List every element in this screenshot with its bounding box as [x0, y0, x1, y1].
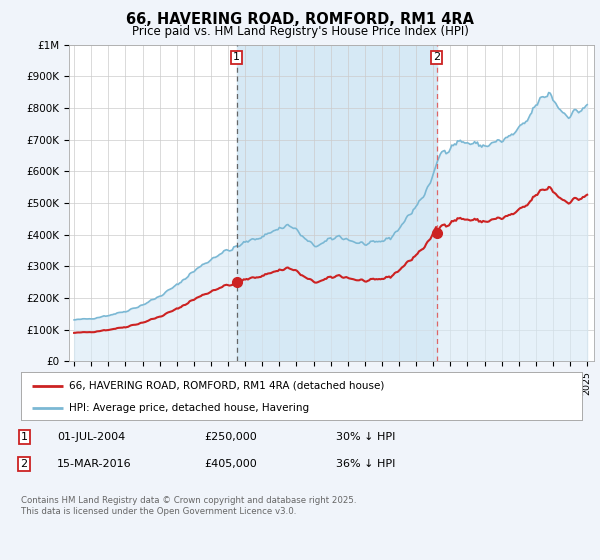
Text: HPI: Average price, detached house, Havering: HPI: Average price, detached house, Have…: [68, 403, 309, 413]
Text: 1: 1: [20, 432, 28, 442]
Text: £250,000: £250,000: [204, 432, 257, 442]
Text: 15-MAR-2016: 15-MAR-2016: [57, 459, 131, 469]
Text: Contains HM Land Registry data © Crown copyright and database right 2025.
This d: Contains HM Land Registry data © Crown c…: [21, 496, 356, 516]
Text: 36% ↓ HPI: 36% ↓ HPI: [336, 459, 395, 469]
Text: 01-JUL-2004: 01-JUL-2004: [57, 432, 125, 442]
Text: 66, HAVERING ROAD, ROMFORD, RM1 4RA: 66, HAVERING ROAD, ROMFORD, RM1 4RA: [126, 12, 474, 27]
Text: 2: 2: [20, 459, 28, 469]
Text: 66, HAVERING ROAD, ROMFORD, RM1 4RA (detached house): 66, HAVERING ROAD, ROMFORD, RM1 4RA (det…: [68, 381, 384, 391]
Text: 30% ↓ HPI: 30% ↓ HPI: [336, 432, 395, 442]
Text: Price paid vs. HM Land Registry's House Price Index (HPI): Price paid vs. HM Land Registry's House …: [131, 25, 469, 38]
Text: 1: 1: [233, 53, 240, 63]
Text: 2: 2: [433, 53, 440, 63]
Bar: [236, 45, 437, 361]
Text: £405,000: £405,000: [204, 459, 257, 469]
